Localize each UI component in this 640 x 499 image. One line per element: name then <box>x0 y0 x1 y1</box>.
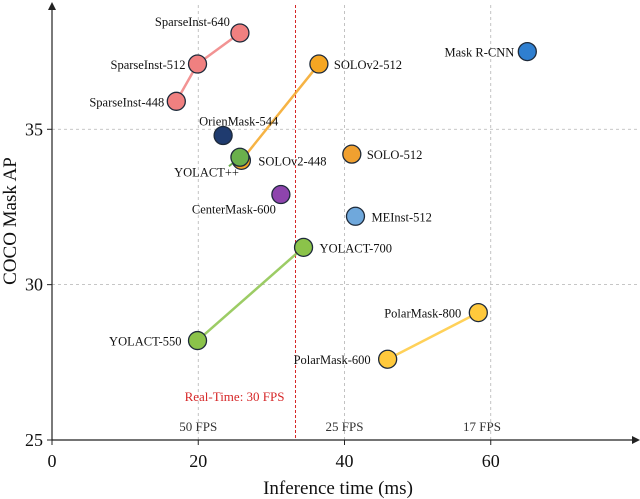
series-line <box>240 63 320 162</box>
data-points <box>166 23 537 369</box>
point-label: MEInst-512 <box>371 210 431 224</box>
point-label: YOLACT-550 <box>109 335 181 349</box>
point-labels: SparseInst-448 SparseInst-512 SparseInst-6… <box>89 15 514 367</box>
point-label: SparseInst-640 <box>155 15 230 29</box>
data-point <box>468 302 488 323</box>
x-tick-label: 0 <box>48 451 57 471</box>
realtime-label: Real-Time: 30 FPS <box>185 389 285 404</box>
data-point <box>230 147 250 167</box>
point-label: PolarMask-800 <box>384 307 461 321</box>
fps-label: 25 FPS <box>326 419 364 434</box>
point-label: YOLACT++ <box>174 165 239 179</box>
x-axis-title: Inference time (ms) <box>263 478 413 499</box>
data-point <box>187 54 208 74</box>
x-axis-arrow <box>632 436 640 444</box>
data-point <box>213 125 233 146</box>
point-label: CenterMask-600 <box>192 203 276 217</box>
data-point <box>271 184 291 205</box>
y-tick-label: 30 <box>25 275 43 295</box>
fps-label: 17 FPS <box>463 419 501 434</box>
x-tick-label: 20 <box>189 451 207 471</box>
point-label: Mask R-CNN <box>445 46 515 60</box>
y-axis-arrow <box>48 2 56 10</box>
x-tick-label: 40 <box>336 451 354 471</box>
y-axis-title: COCO Mask AP <box>0 157 21 285</box>
point-label: OrienMask-544 <box>199 115 279 129</box>
data-point <box>293 237 314 258</box>
y-tick-label: 25 <box>25 430 43 450</box>
data-point <box>187 330 208 351</box>
axes: 0 20 40 60 25 30 35 <box>25 2 640 471</box>
point-label: YOLACT-700 <box>320 241 392 255</box>
data-point <box>166 91 186 111</box>
data-point <box>309 54 329 74</box>
point-label: SparseInst-512 <box>111 58 186 72</box>
y-tick-label: 35 <box>25 119 43 139</box>
data-point <box>345 206 366 226</box>
grid <box>52 5 637 440</box>
data-point <box>517 41 537 62</box>
series-line <box>175 31 241 102</box>
data-point <box>377 349 398 369</box>
point-label: SOLOv2-448 <box>258 154 326 168</box>
point-label: PolarMask-600 <box>294 353 371 367</box>
x-tick-label: 60 <box>482 451 500 471</box>
point-label: SparseInst-448 <box>89 95 164 109</box>
series-line <box>196 246 305 342</box>
data-point <box>230 23 250 43</box>
series-line <box>387 311 479 361</box>
fps-label: 50 FPS <box>179 419 217 434</box>
point-label: SOLOv2-512 <box>334 58 402 72</box>
realtime-marker: Real-Time: 30 FPS 50 FPS 25 FPS 17 FPS <box>179 5 501 440</box>
data-point <box>342 144 362 164</box>
point-label: SOLO-512 <box>367 148 423 162</box>
